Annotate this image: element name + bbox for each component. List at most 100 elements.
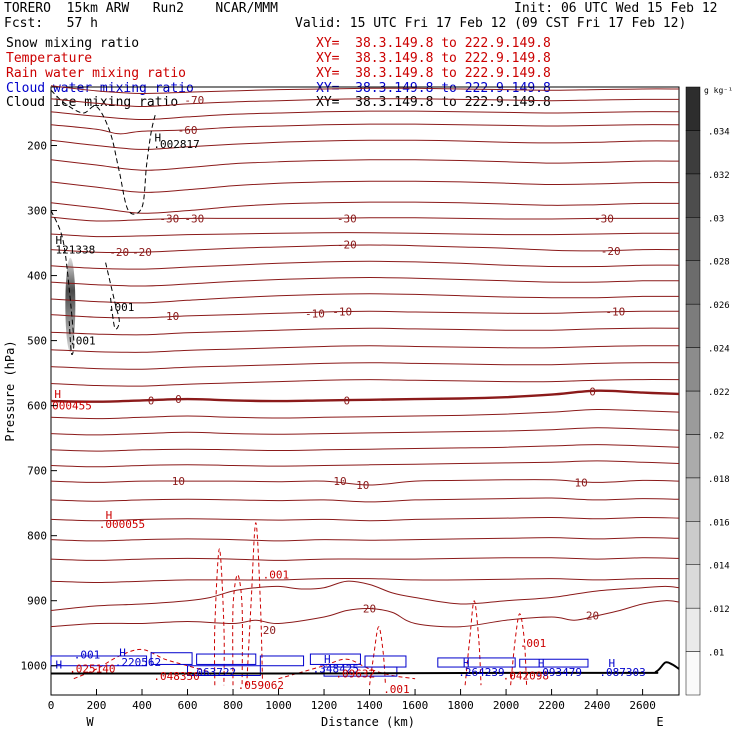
isotherm-label: -20 — [132, 246, 152, 259]
colorbar-swatch — [685, 651, 701, 696]
y-axis-label: Pressure (hPa) — [3, 340, 17, 441]
isotherm-line — [50, 139, 680, 150]
colorbar-tick-label: .014 — [708, 562, 730, 572]
west-label: W — [86, 715, 94, 729]
colorbar-tick-label: .028 — [708, 258, 730, 268]
colorbar-swatch — [685, 347, 701, 392]
rain-contour — [278, 658, 416, 680]
isotherm-label: -10 — [159, 310, 179, 323]
x-axis-label: Distance (km) — [321, 715, 415, 729]
y-tick-label: 500 — [27, 335, 47, 348]
isotherm-line — [50, 557, 680, 561]
isotherm-label: -20 — [109, 246, 129, 259]
isotherm-line — [50, 180, 680, 193]
cloud-water-contour — [309, 653, 361, 665]
isotherm-layer — [50, 85, 680, 628]
field-annotation: .042098 — [503, 669, 549, 682]
field-annotation: .09632 — [335, 668, 375, 681]
field-annotation: H — [119, 647, 126, 660]
isotherm-line — [50, 479, 680, 486]
isotherm-line — [50, 327, 680, 336]
isotherm-line — [50, 85, 680, 95]
isotherm-label: -10 — [305, 307, 325, 320]
isotherm-line — [50, 232, 680, 238]
field-annotation: 000455 — [52, 400, 92, 413]
field-annotation: H — [56, 234, 63, 247]
y-tick-label: 700 — [27, 465, 47, 478]
isotherm-line — [50, 460, 680, 468]
isotherm-line — [50, 201, 680, 214]
colorbar-swatch — [685, 260, 701, 305]
x-tick-label: 1000 — [265, 699, 292, 712]
field-annotation: .348425 — [313, 662, 359, 675]
field-annotation: H — [106, 509, 113, 522]
colorbar-tick-label: .012 — [708, 605, 730, 615]
snow-contour — [50, 210, 75, 355]
legend-rain-xy: XY= 38.3.149.8 to 222.9.149.8 — [316, 66, 551, 81]
field-annotation: H — [54, 388, 61, 401]
isotherm-line — [50, 293, 680, 304]
field-annotation: 121338 — [56, 244, 96, 257]
hydrometeor-layer — [50, 89, 680, 686]
colorbar-tick-label: .024 — [708, 345, 730, 355]
legend-temperature-xy: XY= 38.3.149.8 to 222.9.149.8 — [316, 51, 551, 66]
colorbar-swatch — [685, 217, 701, 261]
valid-time: Valid: 15 UTC Fri 17 Feb 12 (09 CST Fri … — [295, 16, 687, 31]
colorbar-tick-label: .016 — [708, 518, 730, 528]
legend-rain-label: Rain water mixing ratio — [6, 66, 187, 81]
field-annotation: .001 — [263, 569, 290, 582]
field-annotation: .001 — [520, 637, 547, 650]
field-annotation: H — [608, 657, 615, 670]
field-annotation: .093479 — [536, 666, 582, 679]
colorbar-swatch — [685, 303, 701, 348]
field-annotation: .048350 — [153, 670, 199, 683]
x-tick-label: 800 — [223, 699, 243, 712]
field-annotation: .001 — [108, 301, 135, 314]
rain-contour — [232, 574, 243, 686]
isotherm-label: -30 — [159, 212, 179, 225]
isotherm-line — [50, 216, 679, 222]
y-tick-label: 800 — [27, 530, 47, 543]
isotherm-label: 0 — [343, 394, 350, 407]
forecast-hour: Fcst: 57 h — [4, 16, 98, 31]
isotherm-label: 0 — [589, 385, 596, 398]
field-annotation: .001 — [383, 683, 410, 696]
x-tick-label: 2400 — [584, 699, 611, 712]
field-annotation: .001 — [69, 335, 96, 348]
ground-line — [50, 661, 680, 675]
x-tick-label: 600 — [178, 699, 198, 712]
colorbar-unit: g kg⁻¹ — [704, 86, 733, 95]
isotherm-line — [50, 362, 680, 370]
field-annotation: .063722 — [190, 666, 236, 679]
colorbar-swatch — [685, 130, 701, 175]
colorbar-tick-label: .018 — [708, 475, 730, 485]
field-annotation: H — [463, 656, 470, 669]
field-annotation: .087303 — [599, 666, 645, 679]
colorbar-tick-label: .034 — [708, 127, 730, 137]
isotherm-label: -20 — [337, 238, 357, 251]
x-tick-label: 2200 — [538, 699, 565, 712]
isotherm-label: -60 — [178, 124, 198, 137]
cloud-water-contour — [259, 655, 305, 667]
isotherm-label: 0 — [175, 393, 182, 406]
snow-contour — [105, 262, 120, 330]
cloud-water-contour — [437, 657, 516, 668]
cloud-water-contour — [150, 652, 193, 665]
cloud-water-contour — [323, 666, 398, 677]
isotherm-line — [50, 516, 680, 522]
east-label: E — [656, 715, 663, 729]
isotherm-line — [50, 98, 680, 108]
isotherm-line — [50, 580, 680, 611]
isotherm-label: -10 — [332, 305, 352, 318]
rain-contour — [464, 600, 482, 686]
isotherm-label: 0 — [148, 394, 155, 407]
x-tick-label: 200 — [87, 699, 107, 712]
isotherm-line — [50, 389, 680, 403]
y-tick-label: 900 — [27, 595, 47, 608]
isotherm-label: 10 — [172, 475, 185, 488]
isotherm-label: -30 — [184, 212, 204, 225]
colorbar-swatch — [685, 86, 701, 131]
cloud-water-contour — [519, 658, 589, 668]
field-annotation: .025140 — [69, 662, 115, 675]
